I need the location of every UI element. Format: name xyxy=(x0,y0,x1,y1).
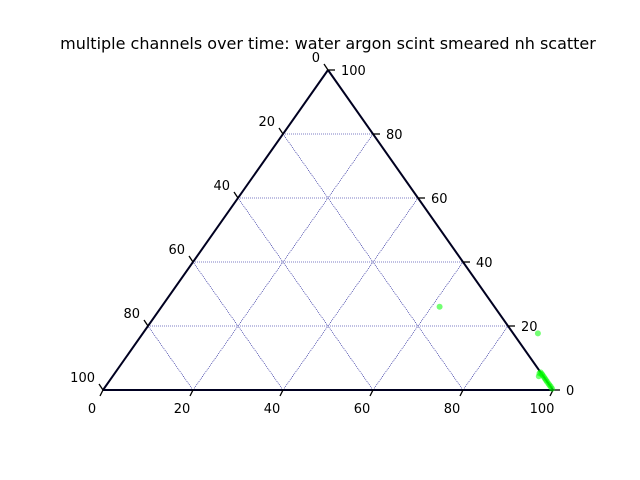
grid-line-bottom-40 xyxy=(282,197,419,391)
chart-title: multiple channels over time: water argon… xyxy=(60,34,596,53)
grid xyxy=(147,133,509,391)
right-tick-label-20: 20 xyxy=(521,320,538,335)
bottom-tick-label-40: 40 xyxy=(264,402,281,417)
left-tick-label-20: 20 xyxy=(258,115,275,130)
right-axis xyxy=(327,69,554,391)
grid-line-bottom-60 xyxy=(372,261,464,391)
bottom-tick-label-20: 20 xyxy=(174,402,191,417)
right-tick-label-80: 80 xyxy=(386,128,403,143)
data-point-0-14 xyxy=(549,385,556,392)
right-tick-label-100: 100 xyxy=(341,64,366,79)
right-tick-label-0: 0 xyxy=(566,384,574,399)
ticks: 0 0 0 20 20 20 40 40 40 60 60 60 80 80 80 100 100 100 xyxy=(70,51,574,417)
grid-line-left-60 xyxy=(192,261,284,391)
data-point-0-1 xyxy=(534,330,541,337)
bottom-tick-label-60: 60 xyxy=(354,402,371,417)
bottom-tick-0 xyxy=(99,389,104,397)
left-tick-60 xyxy=(188,255,194,263)
grid-line-bottom-80 xyxy=(462,325,509,391)
left-tick-label-100: 100 xyxy=(70,371,95,386)
left-tick-label-40: 40 xyxy=(213,179,230,194)
left-axis xyxy=(102,69,329,391)
left-tick-40 xyxy=(233,191,239,199)
bottom-tick-80 xyxy=(459,389,464,397)
left-tick-label-80: 80 xyxy=(123,307,140,322)
triangle-axes xyxy=(102,69,554,391)
data-point-0-0 xyxy=(436,303,443,310)
bottom-tick-20 xyxy=(189,389,194,397)
left-tick-label-0: 0 xyxy=(312,51,320,66)
grid-line-left-80 xyxy=(147,325,194,391)
bottom-tick-60 xyxy=(369,389,374,397)
bottom-tick-40 xyxy=(279,389,284,397)
bottom-tick-label-0: 0 xyxy=(88,402,96,417)
left-tick-20 xyxy=(278,127,284,135)
bottom-tick-label-80: 80 xyxy=(444,402,461,417)
right-tick-label-60: 60 xyxy=(431,192,448,207)
bottom-tick-label-100: 100 xyxy=(530,402,555,417)
grid-line-left-40 xyxy=(237,197,374,391)
left-tick-80 xyxy=(143,319,149,327)
left-tick-100 xyxy=(98,383,104,391)
right-tick-label-40: 40 xyxy=(476,256,493,271)
data-points xyxy=(436,303,556,392)
left-tick-label-60: 60 xyxy=(168,243,185,258)
left-tick-0 xyxy=(323,63,329,71)
